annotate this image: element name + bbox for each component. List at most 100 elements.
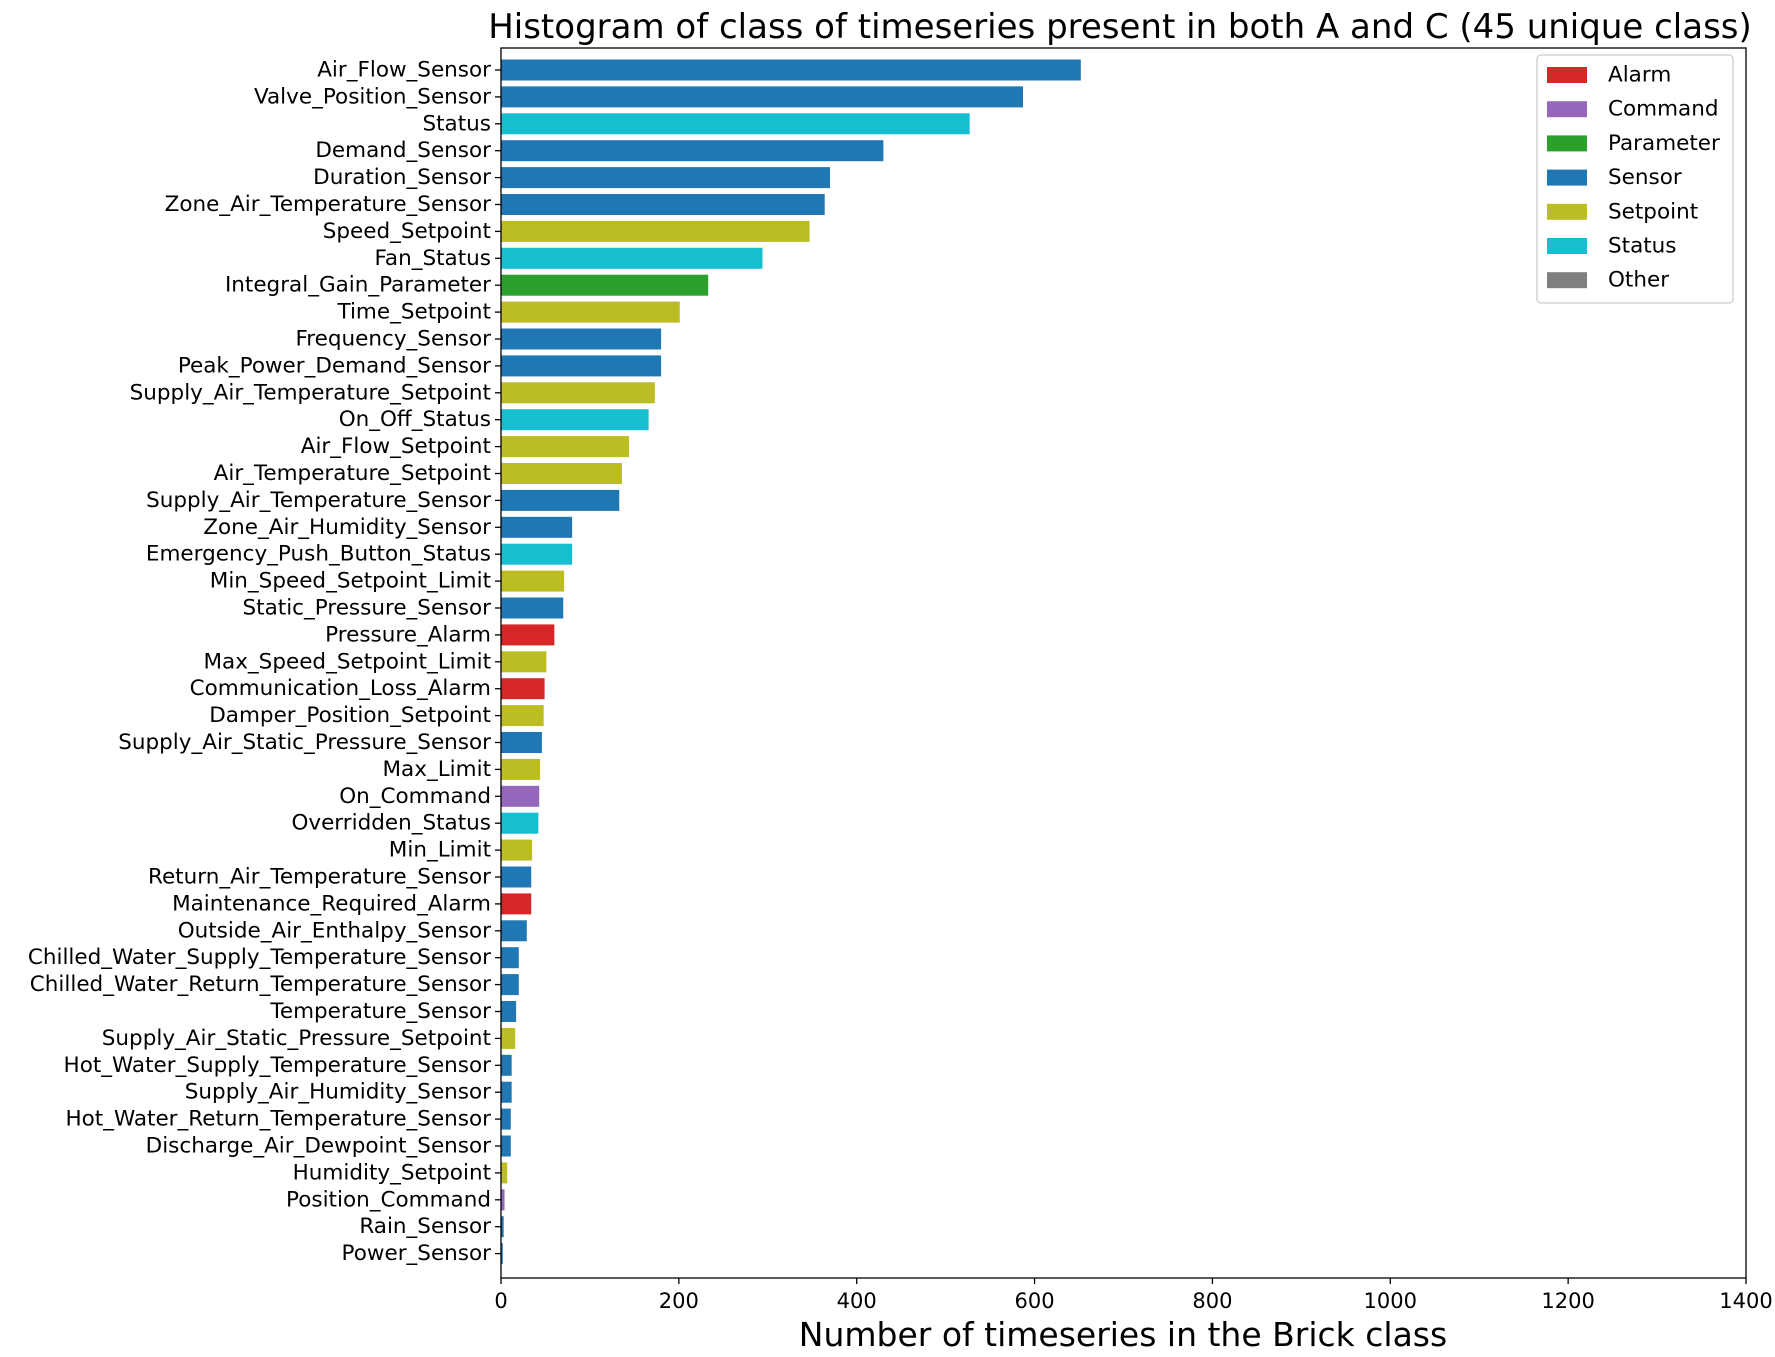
bar-air-temperature-setpoint <box>501 463 622 484</box>
bar-min-speed-setpoint-limit <box>501 570 565 592</box>
x-tick-label: 1200 <box>1541 1289 1594 1313</box>
bar-fan-status <box>501 247 763 269</box>
bar-air-flow-setpoint <box>501 436 630 458</box>
y-tick-label: Temperature_Sensor <box>269 999 491 1024</box>
bar-return-air-temperature-sensor <box>501 866 532 888</box>
bar-supply-air-humidity-sensor <box>501 1081 512 1103</box>
legend-swatch-status <box>1547 238 1587 254</box>
y-tick-label: Maintenance_Required_Alarm <box>172 891 491 916</box>
y-tick-label: Zone_Air_Temperature_Sensor <box>165 192 492 217</box>
bar-maintenance-required-alarm <box>501 893 532 915</box>
chart-title: Histogram of class of timeseries present… <box>488 7 1752 47</box>
y-tick-label: Min_Speed_Setpoint_Limit <box>210 569 491 594</box>
legend-swatch-parameter <box>1547 135 1587 152</box>
bar-outside-air-enthalpy-sensor <box>501 920 527 942</box>
y-tick-label: On_Command <box>339 784 491 809</box>
y-tick-label: Discharge_Air_Dewpoint_Sensor <box>146 1134 492 1159</box>
y-tick-label: Max_Speed_Setpoint_Limit <box>203 649 491 674</box>
legend-label-other: Other <box>1608 268 1669 293</box>
bar-on-command <box>501 785 540 807</box>
bar-supply-air-static-pressure-sensor <box>501 732 542 753</box>
x-ticks: 0 200 400 600 800 1000 1200 1400 <box>494 1278 1773 1313</box>
y-tick-label: Power_Sensor <box>342 1241 492 1266</box>
y-tick-label: Air_Temperature_Setpoint <box>214 461 491 486</box>
y-tick-label: Hot_Water_Return_Temperature_Sensor <box>65 1107 491 1132</box>
bar-hot-water-supply-temperature-sensor <box>501 1054 512 1076</box>
y-tick-label: Chilled_Water_Supply_Temperature_Sensor <box>28 945 491 970</box>
y-tick-label: Position_Command <box>286 1187 491 1212</box>
bar-discharge-air-dewpoint-sensor <box>501 1135 511 1157</box>
y-tick-label: Peak_Power_Demand_Sensor <box>178 353 491 378</box>
y-tick-labels: Air_Flow_SensorValve_Position_SensorStat… <box>28 58 501 1266</box>
bar-overridden-status <box>501 812 539 834</box>
bar-humidity-setpoint <box>501 1162 508 1184</box>
bar-status <box>501 113 970 135</box>
bar-air-flow-sensor <box>501 59 1081 81</box>
y-tick-label: Supply_Air_Humidity_Sensor <box>185 1080 491 1105</box>
y-tick-label: Return_Air_Temperature_Sensor <box>148 865 491 890</box>
x-tick-label: 200 <box>659 1289 699 1313</box>
legend-swatch-sensor <box>1547 169 1587 186</box>
legend-label-alarm: Alarm <box>1608 63 1671 88</box>
legend-label-setpoint: Setpoint <box>1608 199 1698 224</box>
y-tick-label: Overridden_Status <box>291 811 491 836</box>
bar-on-off-status <box>501 409 649 431</box>
bar-temperature-sensor <box>501 1001 517 1022</box>
bar-frequency-sensor <box>501 328 662 350</box>
bar-hot-water-return-temperature-sensor <box>501 1108 511 1130</box>
legend-swatch-other <box>1547 272 1587 289</box>
x-tick-label: 0 <box>494 1289 507 1313</box>
y-tick-label: Speed_Setpoint <box>323 219 491 244</box>
bar-max-limit <box>501 758 541 780</box>
bar-min-limit <box>501 839 533 861</box>
y-tick-label: Time_Setpoint <box>336 300 491 325</box>
legend-swatch-command <box>1547 101 1587 118</box>
y-tick-label: Outside_Air_Enthalpy_Sensor <box>178 918 491 943</box>
y-tick-label: Air_Flow_Sensor <box>317 58 491 83</box>
y-tick-label: Air_Flow_Setpoint <box>301 434 491 459</box>
bar-zone-air-temperature-sensor <box>501 194 825 215</box>
y-tick-label: Supply_Air_Temperature_Setpoint <box>130 380 491 405</box>
legend-label-status: Status <box>1608 234 1677 259</box>
bar-time-setpoint <box>501 301 680 323</box>
bar-power-sensor <box>501 1243 503 1265</box>
bar-emergency-push-button-status <box>501 543 573 565</box>
bar-speed-setpoint <box>501 220 810 242</box>
bar-zone-air-humidity-sensor <box>501 516 573 538</box>
y-tick-label: Valve_Position_Sensor <box>254 84 491 109</box>
bar-supply-air-temperature-sensor <box>501 489 620 511</box>
legend-label-command: Command <box>1608 97 1719 122</box>
x-axis-label: Number of timeseries in the Brick class <box>799 1315 1447 1354</box>
y-tick-label: Max_Limit <box>383 757 492 782</box>
y-tick-label: Frequency_Sensor <box>295 327 491 352</box>
y-tick-label: Hot_Water_Supply_Temperature_Sensor <box>64 1053 492 1078</box>
y-tick-label: Demand_Sensor <box>315 138 491 163</box>
legend-swatch-setpoint <box>1547 203 1587 220</box>
x-tick-label: 600 <box>1015 1289 1055 1313</box>
y-tick-label: Status <box>422 111 491 136</box>
y-tick-label: Fan_Status <box>375 246 491 271</box>
y-tick-label: Humidity_Setpoint <box>293 1160 491 1185</box>
y-tick-label: Pressure_Alarm <box>325 622 491 647</box>
bar-supply-air-static-pressure-setpoint <box>501 1027 516 1049</box>
bar-communication-loss-alarm <box>501 678 545 700</box>
y-tick-label: Supply_Air_Temperature_Sensor <box>146 488 491 513</box>
bar-position-command <box>501 1189 505 1211</box>
bar-chilled-water-return-temperature-sensor <box>501 974 519 996</box>
y-tick-label: Min_Limit <box>389 838 491 863</box>
x-tick-label: 400 <box>837 1289 877 1313</box>
bar-integral-gain-parameter <box>501 274 709 296</box>
y-tick-label: Communication_Loss_Alarm <box>190 676 491 701</box>
bar-pressure-alarm <box>501 624 555 646</box>
plot-frame <box>500 47 1747 1279</box>
y-tick-label: Duration_Sensor <box>313 165 491 190</box>
bar-demand-sensor <box>501 140 884 162</box>
legend-label-sensor: Sensor <box>1608 165 1682 190</box>
legend: Alarm Command Parameter Sensor Setpoint Statu… <box>1536 54 1734 304</box>
bars-group <box>501 59 1081 1265</box>
legend-swatch-alarm <box>1547 67 1587 83</box>
bar-damper-position-setpoint <box>501 705 544 727</box>
y-tick-label: Supply_Air_Static_Pressure_Sensor <box>118 730 491 755</box>
bar-valve-position-sensor <box>501 86 1024 108</box>
y-tick-label: Supply_Air_Static_Pressure_Setpoint <box>102 1026 491 1051</box>
